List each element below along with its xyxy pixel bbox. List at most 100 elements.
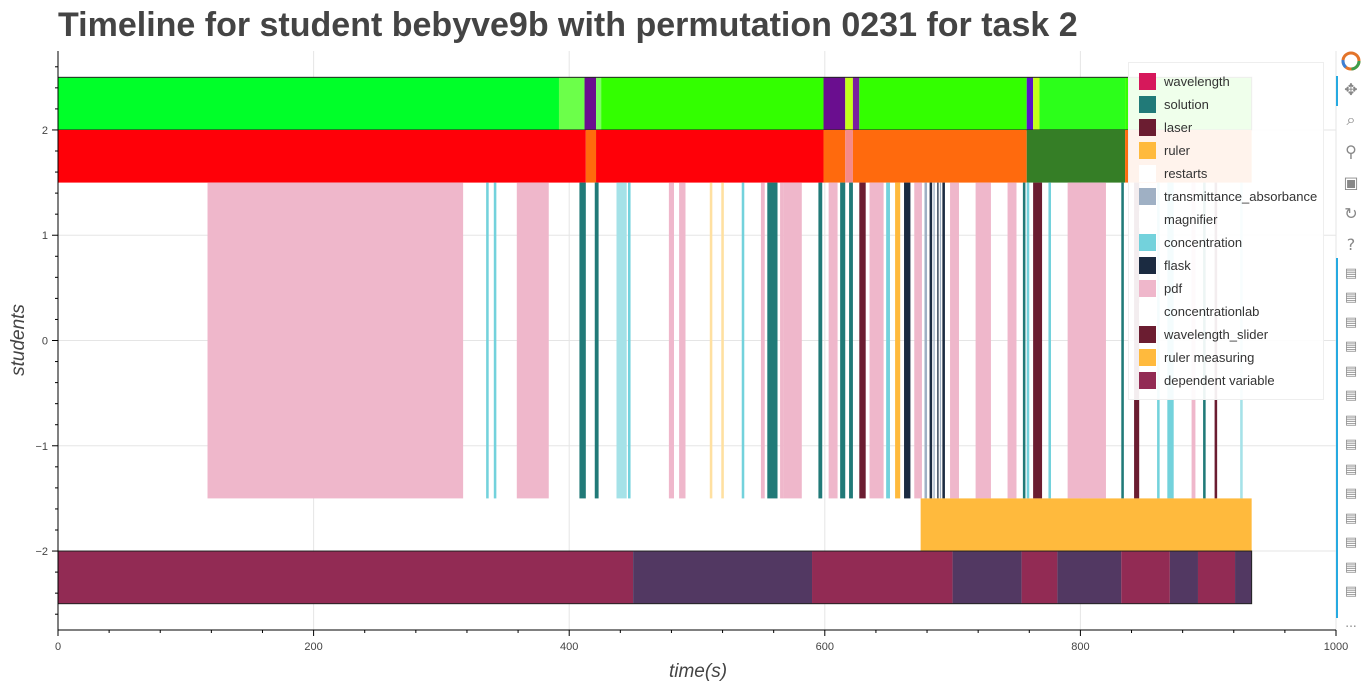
legend-label: wavelength_slider (1164, 326, 1269, 342)
bokeh-logo-icon[interactable] (1340, 50, 1362, 72)
save-icon[interactable]: ▣ (1343, 172, 1359, 192)
timeline-segment (585, 129, 597, 183)
legend-swatch (1139, 348, 1156, 366)
timeline-segment (975, 182, 991, 499)
hover-tool-icon[interactable]: ▤ (1344, 388, 1358, 403)
timeline-segment (869, 182, 884, 499)
hover-tool-icon[interactable]: ▤ (1344, 314, 1358, 330)
legend-label: dependent variable (1164, 372, 1275, 388)
timeline-segment (852, 77, 860, 130)
timeline-segment (840, 182, 846, 499)
hover-tool-icon[interactable]: ▤ (1344, 559, 1358, 575)
wheel-zoom-icon[interactable]: ⚲ (1345, 141, 1357, 161)
pan-icon[interactable]: ✥ (1344, 79, 1358, 99)
timeline-segment (486, 182, 489, 499)
timeline-segment (823, 77, 846, 130)
timeline-segment (859, 182, 866, 499)
timeline-segment (1033, 77, 1040, 130)
timeline-segment (1235, 551, 1252, 604)
legend-label: flask (1164, 257, 1191, 273)
timeline-segment (58, 551, 634, 604)
legend-item[interactable]: laser (1139, 118, 1192, 136)
timeline-segment (58, 77, 559, 130)
timeline-segment (924, 182, 928, 499)
timeline-segment (1021, 551, 1058, 604)
axes: 0 200 400 600 800 1000 −2 −1 0 1 2 (35, 51, 1348, 653)
legend-item[interactable]: transmittance_absorbance (1139, 187, 1317, 205)
legend-item[interactable]: flask (1139, 256, 1191, 274)
timeline-segment (741, 182, 745, 499)
legend-item[interactable]: wavelength_slider (1139, 325, 1268, 343)
timeline-segment (895, 182, 901, 499)
more-tools-button[interactable]: ... (1345, 616, 1357, 630)
hover-tool-icon[interactable]: ▤ (1344, 412, 1358, 428)
legend-label: restarts (1164, 165, 1208, 181)
reset-icon[interactable]: ↻ (1344, 203, 1358, 223)
timeline-segment (1169, 551, 1198, 604)
legend-item[interactable]: dependent variable (1139, 371, 1275, 389)
hover-tool-icon[interactable]: ▤ (1344, 486, 1358, 501)
timeline-segment (516, 182, 549, 499)
legend-item[interactable]: ruler (1139, 141, 1190, 159)
timeline-segment (721, 182, 724, 499)
legend-swatch (1139, 233, 1156, 251)
timeline-segment (1007, 182, 1017, 499)
plot-toolbar: ✥ ⌕ ⚲ ▣ ↻? ▤ ▤ ▤ ▤ ▤ ▤ ▤ ▤ ▤ ▤ ▤ ▤ ▤ ▤... (1336, 46, 1366, 646)
hover-tool-icon[interactable]: ▤ (1344, 584, 1358, 599)
legend-swatch (1139, 256, 1156, 274)
hover-tool-icon[interactable]: ▤ (1344, 437, 1358, 452)
hover-tool-icon[interactable]: ▤ (1344, 339, 1358, 354)
legend-item[interactable]: magnifier (1139, 210, 1217, 228)
legend-label: solution (1164, 96, 1209, 112)
legend-item[interactable]: concentrationlab (1139, 302, 1259, 320)
timeline-segment (596, 129, 824, 183)
chart-legend: wavelength solution laser ruler restarts tran… (1128, 62, 1324, 400)
hover-tool-icon[interactable]: ▤ (1344, 510, 1358, 526)
x-tick-label: 400 (560, 641, 578, 653)
legend-item[interactable]: ruler measuring (1139, 348, 1254, 366)
timeline-segment (818, 182, 823, 499)
legend-label: pdf (1164, 280, 1183, 296)
legend-item[interactable]: wavelength (1139, 72, 1230, 90)
legend-swatch (1139, 210, 1156, 228)
hover-tool-icon[interactable]: ▤ (1344, 363, 1358, 379)
y-axis-label: students (8, 304, 29, 376)
hover-tool-icon[interactable]: ▤ (1344, 265, 1358, 281)
x-tick-label: 200 (304, 641, 322, 653)
timeline-segment (828, 182, 838, 499)
box-zoom-icon[interactable]: ⌕ (1346, 110, 1356, 129)
timeline-segment (1057, 551, 1122, 604)
timeline-segment (933, 182, 935, 499)
timeline-segment (859, 77, 1027, 130)
timeline-segment (633, 551, 813, 604)
hover-tool-icon[interactable]: ▤ (1344, 535, 1358, 550)
timeline-segment (904, 182, 911, 499)
timeline-segment (845, 129, 853, 183)
legend-item[interactable]: restarts (1139, 164, 1207, 182)
legend-item[interactable]: solution (1139, 95, 1209, 113)
timeline-segment (58, 129, 586, 183)
legend-label: concentration (1164, 234, 1243, 250)
timeline-segment (823, 129, 846, 183)
legend-item[interactable]: pdf (1139, 279, 1182, 297)
timeline-segment (849, 182, 853, 499)
legend-swatch (1139, 141, 1156, 159)
timeline-segment (668, 182, 674, 499)
timeline-segment (852, 129, 1027, 183)
timeline-segment (679, 182, 686, 499)
timeline-segment (942, 182, 945, 499)
timeline-segment (1033, 182, 1043, 499)
legend-item[interactable]: concentration (1139, 233, 1242, 251)
timeline-segment (920, 498, 1252, 552)
timeline-segment (207, 182, 464, 499)
hover-tool-icon[interactable]: ▤ (1344, 290, 1358, 305)
hover-tool-icon[interactable]: ▤ (1344, 461, 1358, 477)
timeline-segment (584, 77, 597, 130)
legend-swatch (1139, 72, 1156, 90)
timeline-segment (767, 182, 778, 499)
timeline-segment (1048, 182, 1052, 499)
help-icon[interactable]: ? (1346, 234, 1356, 254)
timeline-segment (783, 182, 802, 499)
timeline-segment (950, 182, 959, 499)
legend-swatch (1139, 187, 1156, 205)
